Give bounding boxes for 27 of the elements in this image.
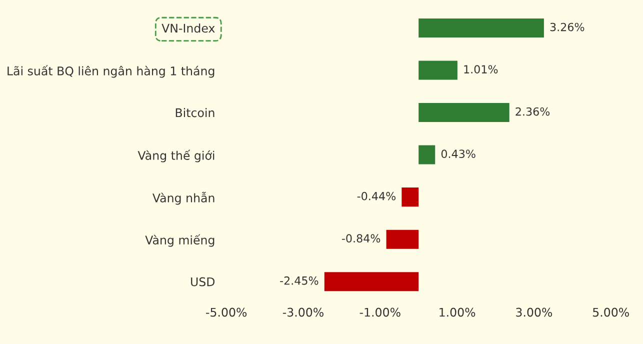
x-tick-label: -5.00% — [206, 308, 247, 317]
x-tick-label: 3.00% — [516, 308, 552, 317]
data-label: 0.43% — [441, 150, 476, 158]
bar — [418, 145, 436, 164]
y-tick-label: Vàng thế giới — [138, 150, 214, 162]
y-tick-label: USD — [191, 277, 215, 286]
bar — [402, 188, 419, 207]
y-tick-label: Bitcoin — [176, 108, 214, 118]
y-tick-label: Vàng nhẫn — [152, 192, 214, 205]
data-label: 1.01% — [464, 65, 498, 74]
data-label: 3.26% — [550, 22, 584, 32]
data-label: -0.84% — [342, 234, 380, 243]
data-label: -0.44% — [357, 192, 396, 200]
x-tick-label: 1.00% — [440, 308, 476, 317]
bar — [386, 230, 419, 249]
bar — [324, 272, 419, 292]
data-label: 2.36% — [516, 107, 550, 116]
bar — [418, 18, 544, 38]
y-tick-label: Lãi suất BQ liên ngân hàng 1 tháng — [8, 65, 214, 78]
x-tick-label: -3.00% — [282, 308, 324, 317]
y-tick-label: Vàng miếng — [145, 234, 214, 247]
bar — [418, 103, 510, 122]
data-label: -2.45% — [280, 276, 318, 285]
bar — [418, 60, 458, 80]
x-tick-label: 5.00% — [593, 308, 629, 317]
y-tick-label: VN-Index — [162, 24, 215, 33]
x-tick-label: -1.00% — [360, 308, 400, 317]
